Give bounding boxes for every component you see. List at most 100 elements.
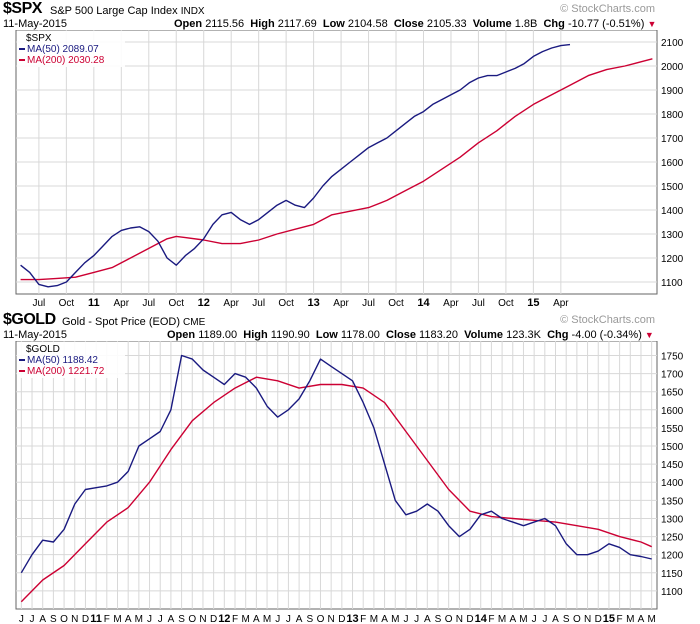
x-tick-label: 15: [603, 613, 615, 624]
x-tick-label: M: [113, 614, 121, 624]
x-tick-label: M: [242, 614, 250, 624]
down-triangle-icon: ▼: [647, 19, 657, 29]
y-tick-label: 1300: [661, 230, 684, 241]
x-tick-label: M: [498, 614, 506, 624]
x-tick-label: J: [147, 614, 152, 624]
x-tick-label: A: [638, 614, 645, 624]
gold-ohlc: Open 1189.00 High 1190.90 Low 1178.00 Cl…: [167, 329, 654, 341]
x-tick-label: 11: [88, 297, 100, 309]
x-tick-label: M: [263, 614, 271, 624]
y-tick-label: 1600: [661, 406, 684, 417]
ma200-line: [20, 376, 652, 603]
spx-name: S&P 500 Large Cap Index INDX: [50, 5, 205, 17]
y-tick-label: 1300: [661, 514, 684, 525]
x-tick-label: Jul: [362, 298, 375, 309]
x-tick-label: Apr: [223, 298, 239, 309]
y-tick-label: 1100: [661, 587, 683, 598]
x-tick-label: M: [135, 614, 143, 624]
x-tick-label: M: [519, 614, 527, 624]
y-tick-label: 1700: [661, 134, 684, 145]
legend-box: [17, 31, 125, 67]
x-tick-label: Jul: [252, 298, 265, 309]
spx-header: $SPX S&P 500 Large Cap Index INDX © Stoc…: [0, 0, 700, 36]
down-triangle-icon: ▼: [644, 330, 654, 340]
x-tick-label: A: [39, 614, 46, 624]
gold-symbol: $GOLD: [3, 311, 56, 328]
x-tick-label: 11: [90, 613, 102, 624]
spx-ohlc: Open 2115.56 High 2117.69 Low 2104.58 Cl…: [174, 18, 657, 30]
x-tick-label: 13: [307, 297, 319, 309]
legend-entry: MA(50) 1188.42: [27, 355, 98, 366]
x-tick-label: A: [552, 614, 559, 624]
x-tick-label: Apr: [333, 298, 349, 309]
x-tick-label: A: [296, 614, 303, 624]
x-tick-label: 15: [527, 297, 539, 309]
x-tick-label: J: [532, 614, 537, 624]
legend-entry: MA(200) 1221.72: [27, 366, 105, 377]
y-tick-label: 2100: [661, 38, 684, 49]
x-tick-label: D: [466, 614, 473, 624]
x-tick-label: M: [647, 614, 655, 624]
x-tick-label: M: [626, 614, 634, 624]
y-tick-label: 1150: [661, 569, 683, 580]
spx-date: 11-May-2015: [3, 18, 67, 30]
x-tick-label: J: [414, 614, 419, 624]
x-tick-label: O: [573, 614, 581, 624]
y-tick-label: 1400: [661, 206, 684, 217]
ma50-line: [20, 43, 571, 288]
x-tick-label: Oct: [59, 298, 75, 309]
y-tick-label: 1500: [661, 182, 684, 193]
x-tick-label: 13: [346, 613, 358, 624]
x-tick-label: N: [456, 614, 463, 624]
x-tick-label: D: [210, 614, 217, 624]
x-tick-label: 12: [198, 297, 210, 309]
x-tick-label: Oct: [168, 298, 184, 309]
x-tick-label: S: [435, 614, 442, 624]
x-tick-label: J: [19, 614, 24, 624]
x-tick-label: Jul: [32, 298, 45, 309]
x-tick-label: J: [403, 614, 408, 624]
x-tick-label: M: [391, 614, 399, 624]
y-tick-label: 1700: [661, 370, 684, 381]
gold-panel: $GOLD Gold - Spot Price (EOD) CME © Stoc…: [0, 311, 700, 624]
x-tick-label: S: [50, 614, 57, 624]
x-tick-label: F: [232, 614, 238, 624]
x-tick-label: J: [158, 614, 163, 624]
y-tick-label: 2000: [661, 62, 684, 73]
x-tick-label: F: [488, 614, 494, 624]
legend-entry: MA(50) 2089.07: [27, 44, 99, 55]
spx-symbol: $SPX: [3, 0, 42, 17]
x-tick-label: Oct: [498, 298, 514, 309]
x-tick-label: 14: [475, 613, 488, 624]
x-tick-label: N: [584, 614, 591, 624]
ma50-line: [20, 354, 652, 574]
x-tick-label: Apr: [114, 298, 130, 309]
x-tick-label: N: [328, 614, 335, 624]
x-tick-label: O: [188, 614, 196, 624]
x-tick-label: F: [617, 614, 623, 624]
y-tick-label: 1900: [661, 86, 684, 97]
x-tick-label: O: [60, 614, 68, 624]
y-tick-label: 1200: [661, 254, 684, 265]
y-tick-label: 1250: [661, 533, 684, 544]
gold-date: 11-May-2015: [3, 329, 67, 341]
x-tick-label: O: [317, 614, 325, 624]
x-tick-label: J: [30, 614, 35, 624]
y-tick-label: 1350: [661, 496, 684, 507]
x-tick-label: Jul: [472, 298, 485, 309]
gold-source: © StockCharts.com: [560, 314, 655, 326]
ma200-line: [20, 58, 653, 281]
spx-chart: 1100 1200 1300 1400 1500 1600 1700 1800 1900 2000…: [15, 30, 684, 309]
x-tick-label: Jul: [142, 298, 155, 309]
y-tick-label: 1650: [661, 388, 684, 399]
x-tick-label: A: [168, 614, 175, 624]
x-tick-label: O: [445, 614, 453, 624]
legend-symbol: $SPX: [26, 33, 52, 44]
x-tick-label: S: [178, 614, 185, 624]
x-tick-label: A: [253, 614, 260, 624]
spx-source: © StockCharts.com: [560, 3, 655, 15]
x-tick-label: A: [509, 614, 516, 624]
x-tick-label: A: [381, 614, 388, 624]
plot-frame: [15, 341, 658, 610]
y-tick-label: 1200: [661, 551, 684, 562]
